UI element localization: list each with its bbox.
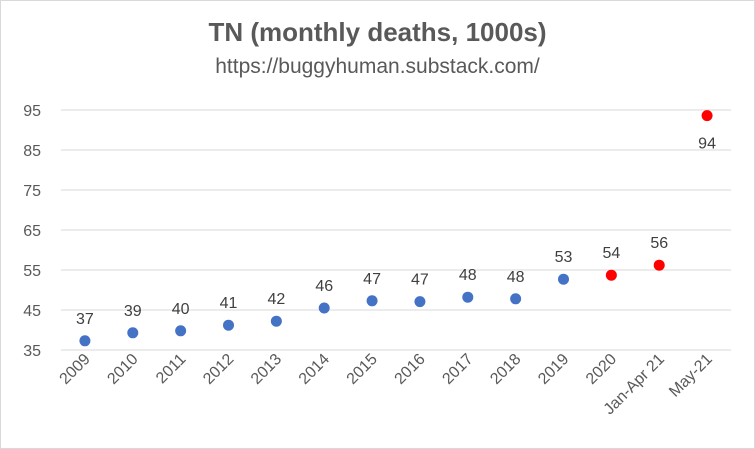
chart-title: TN (monthly deaths, 1000s) [208, 17, 547, 47]
x-tick-label: 2016 [392, 351, 429, 388]
data-point [558, 273, 569, 285]
y-tick-label: 55 [23, 263, 41, 280]
x-tick-label: 2009 [57, 351, 94, 388]
data-label: 54 [602, 245, 620, 262]
data-label: 94 [698, 136, 716, 153]
data-point [414, 296, 426, 308]
data-point [318, 302, 330, 314]
x-tick-label: 2018 [487, 351, 524, 388]
data-point [127, 327, 139, 339]
data-label: 56 [650, 235, 668, 252]
data-point [605, 269, 617, 281]
x-tick-label: 2011 [153, 351, 189, 387]
data-label: 37 [76, 311, 94, 328]
data-point [701, 110, 713, 122]
x-tick-label: 2014 [296, 351, 333, 388]
data-label: 42 [267, 291, 285, 308]
y-tick-label: 95 [23, 103, 41, 120]
data-label: 47 [363, 271, 381, 288]
x-tick-label: 2010 [104, 351, 141, 388]
data-point [79, 335, 91, 347]
data-point [462, 291, 474, 303]
y-tick-label: 35 [23, 343, 41, 360]
data-label: 40 [172, 301, 190, 318]
data-point [223, 319, 234, 331]
data-label: 48 [459, 267, 477, 284]
y-tick-label: 85 [23, 143, 41, 160]
data-label: 46 [315, 278, 333, 295]
data-label: 47 [411, 272, 429, 289]
data-label: 39 [124, 303, 142, 320]
y-tick-label: 45 [23, 303, 41, 320]
x-tick-label: 2019 [535, 351, 572, 388]
x-tick-label: 2020 [583, 351, 620, 388]
data-point [175, 325, 187, 337]
y-tick-label: 75 [23, 183, 41, 200]
y-tick-label: 65 [23, 223, 41, 240]
data-label: 48 [507, 269, 525, 286]
data-label: 53 [555, 249, 573, 266]
x-tick-label: May-21 [666, 351, 716, 401]
data-label: 41 [220, 295, 238, 312]
x-tick-label: 2017 [439, 351, 476, 388]
data-point [270, 315, 282, 327]
x-tick-label: 2015 [344, 351, 381, 388]
chart-subtitle: https://buggyhuman.substack.com/ [215, 55, 540, 78]
x-tick-label: 2012 [200, 351, 237, 388]
x-tick-label: 2013 [248, 351, 285, 388]
data-point [510, 293, 522, 305]
data-point [653, 259, 665, 271]
data-point [366, 295, 378, 307]
